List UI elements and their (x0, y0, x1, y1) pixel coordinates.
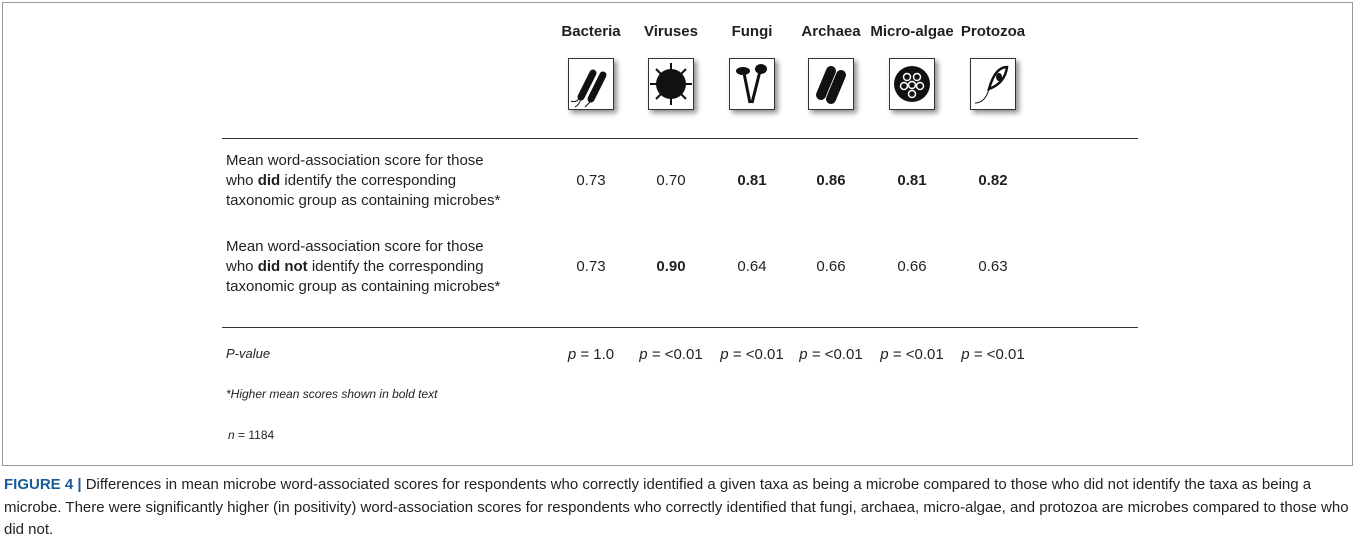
row-label: Mean word-association score for those (226, 152, 484, 169)
icon-art (570, 69, 607, 108)
pvalue-text: = 1.0 (580, 346, 615, 363)
pvalue-text: = <0.01 (732, 346, 784, 363)
pvalue: p = <0.01 (639, 346, 702, 363)
column-header: Archaea (801, 23, 861, 40)
p-symbol: p (720, 346, 729, 363)
pvalue: p = <0.01 (961, 346, 1024, 363)
icon-art (650, 63, 692, 105)
icon-art (736, 64, 767, 104)
cell: 0.82 (978, 172, 1008, 189)
pvalue: p = <0.01 (799, 346, 862, 363)
cell: 0.73 (576, 172, 606, 189)
label-text: who (226, 258, 258, 275)
pvalue-text: = <0.01 (811, 346, 863, 363)
icon (808, 58, 854, 110)
rule (222, 138, 1138, 139)
p-symbol: p (639, 346, 648, 363)
row-label: taxonomic group as containing microbes* (226, 278, 501, 295)
column-header: Micro-algae (870, 23, 954, 40)
p-symbol: p (880, 346, 889, 363)
pvalue: p = <0.01 (720, 346, 783, 363)
sample-size: n = 1184 (228, 428, 274, 442)
pvalue: p = <0.01 (880, 346, 943, 363)
icon (648, 58, 694, 110)
cell: 0.70 (656, 172, 686, 189)
n-value: = 1184 (238, 428, 275, 442)
pvalue-label: P-value (226, 346, 271, 361)
footnote: *Higher mean scores shown in bold text (226, 387, 438, 401)
label-text: identify the corresponding (307, 258, 484, 275)
label-text: identify the corresponding (280, 172, 457, 189)
p-symbol: p (567, 346, 577, 363)
pvalue-text: = <0.01 (892, 346, 944, 363)
icon (568, 58, 614, 110)
rule (222, 327, 1138, 328)
column-header: Bacteria (561, 23, 621, 40)
p-symbol: p (799, 346, 808, 363)
label-text: who (226, 172, 258, 189)
pvalue: p = 1.0 (568, 346, 614, 363)
n-symbol: n (228, 428, 235, 442)
cell: 0.66 (816, 258, 846, 275)
cell: 0.81 (897, 172, 927, 189)
icon (970, 58, 1016, 110)
column-header: Viruses (644, 23, 698, 40)
row-label: who did identify the corresponding (226, 172, 456, 189)
row-label: who did not identify the corresponding (226, 258, 484, 275)
cell: 0.73 (576, 258, 606, 275)
cell: 0.66 (897, 258, 927, 275)
row-label: taxonomic group as containing microbes* (226, 192, 501, 209)
caption-label: FIGURE 4 | (4, 476, 82, 493)
icon (889, 58, 935, 110)
label-bold: did not (257, 258, 308, 275)
icon-art (816, 66, 846, 104)
cell: 0.81 (737, 172, 767, 189)
icon (729, 58, 775, 110)
icon-art (894, 66, 930, 102)
cell: 0.63 (978, 258, 1008, 275)
caption-text: Differences in mean microbe word-associa… (4, 476, 1349, 538)
pvalue-text: = <0.01 (973, 346, 1025, 363)
cell: 0.90 (656, 258, 686, 275)
cell: 0.64 (737, 258, 767, 275)
p-symbol: p (961, 346, 970, 363)
figure-frame (2, 2, 1353, 466)
cell: 0.86 (816, 172, 846, 189)
label-bold: did (257, 172, 281, 189)
column-header: Fungi (731, 23, 773, 40)
icon-art (974, 65, 1009, 104)
column-header: Protozoa (960, 23, 1026, 40)
caption: FIGURE 4 | Differences in mean microbe w… (4, 474, 1349, 542)
pvalue-text: = <0.01 (651, 346, 703, 363)
row-label: Mean word-association score for those (226, 238, 484, 255)
